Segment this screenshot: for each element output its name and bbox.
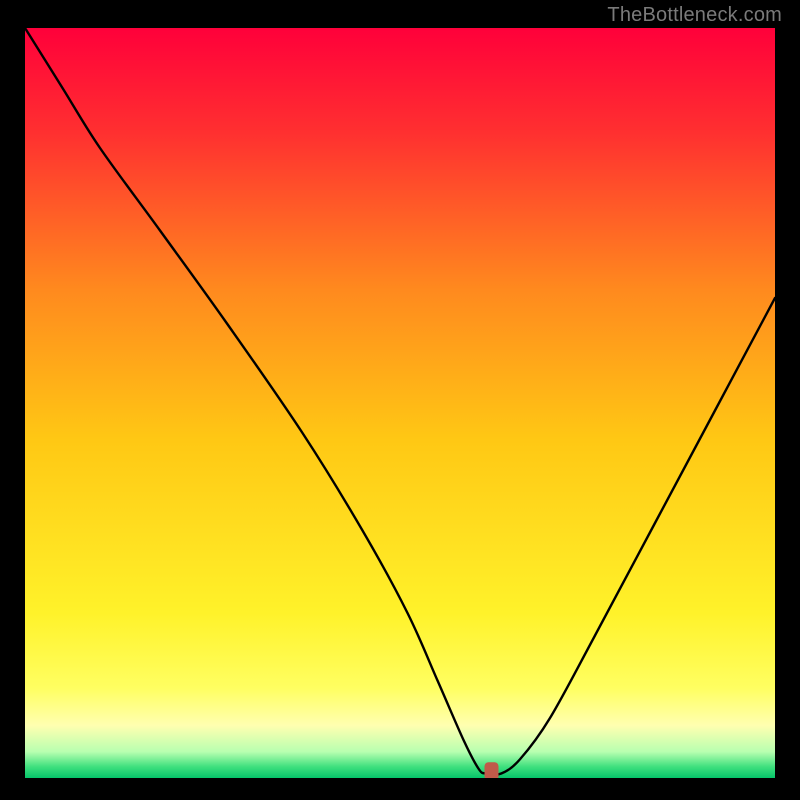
gradient-background bbox=[25, 28, 775, 778]
stage: TheBottleneck.com bbox=[0, 0, 800, 800]
bottleneck-chart bbox=[0, 0, 800, 800]
optimum-marker bbox=[485, 762, 499, 780]
watermark-text: TheBottleneck.com bbox=[607, 4, 782, 27]
